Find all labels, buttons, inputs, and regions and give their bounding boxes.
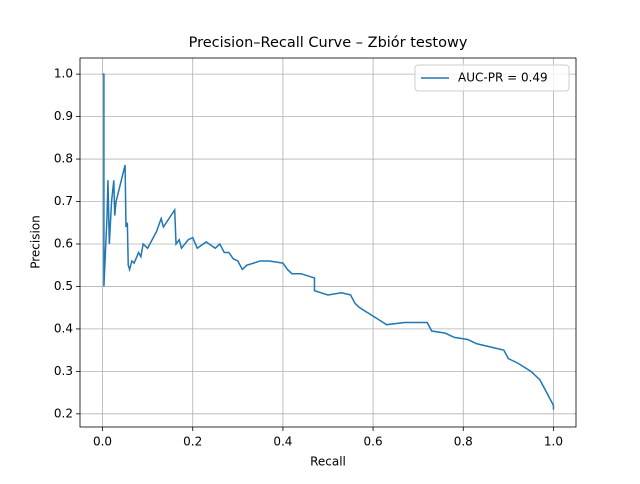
legend-label: AUC-PR = 0.49 [458,71,548,85]
y-tick-label: 0.7 [54,194,73,208]
chart-title: Precision–Recall Curve – Zbiór testowy [189,35,468,51]
x-tick-label: 0.8 [454,435,473,449]
legend-box [414,64,570,92]
y-tick-label: 0.5 [54,279,73,293]
y-tick-label: 0.9 [54,109,73,123]
legend: AUC-PR = 0.49 [414,64,570,92]
y-tick-label: 0.6 [54,236,73,250]
y-tick-label: 0.2 [54,406,73,420]
y-tick-label: 0.8 [54,152,73,166]
x-tick-label: 1.0 [544,435,563,449]
y-axis-label: Precision [29,215,43,269]
y-tick-label: 0.4 [54,321,73,335]
x-tick-label: 0.4 [273,435,292,449]
y-tick-label: 0.3 [54,364,73,378]
x-tick-label: 0.6 [364,435,383,449]
axes-frame [79,57,577,428]
pr-curve [102,73,555,410]
x-tick-label: 0.2 [183,435,202,449]
y-tick-label: 1.0 [54,67,73,81]
x-tick-label: 0.0 [93,435,112,449]
x-axis-label: Recall [310,455,346,469]
